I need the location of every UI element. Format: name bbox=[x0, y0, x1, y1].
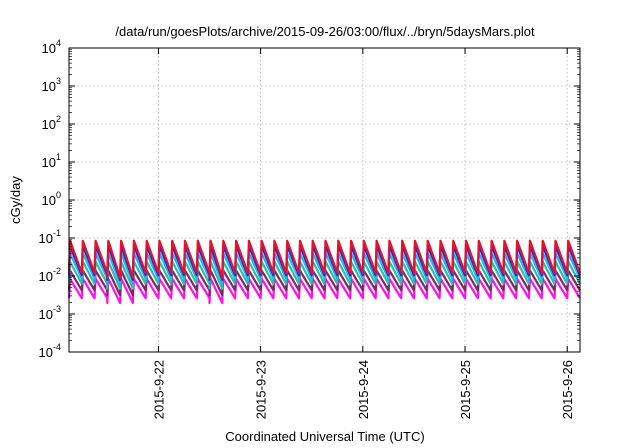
x-tick-label: 2015-9-22 bbox=[151, 360, 166, 419]
y-tick-label: 100 bbox=[42, 190, 61, 208]
y-tick-label-exp: 2 bbox=[56, 114, 61, 124]
series-line bbox=[67, 252, 581, 285]
y-tick-label: 103 bbox=[42, 76, 61, 94]
series-line bbox=[67, 260, 581, 290]
y-tick-label: 10-4 bbox=[39, 342, 61, 360]
chart-title: /data/run/goesPlots/archive/2015-09-26/0… bbox=[115, 24, 535, 39]
series-line bbox=[67, 277, 581, 305]
y-tick-label-exp: 0 bbox=[56, 190, 61, 200]
y-tick-label: 10-3 bbox=[39, 304, 61, 322]
x-tick-label: 2015-9-23 bbox=[254, 360, 269, 419]
x-tick-label: 2015-9-24 bbox=[356, 360, 371, 419]
y-tick-label-exp: -1 bbox=[53, 228, 61, 238]
y-tick-label: 10-1 bbox=[39, 228, 61, 246]
y-tick-label: 102 bbox=[42, 114, 61, 132]
y-tick-label-exp: 1 bbox=[56, 152, 61, 162]
y-tick-label-base: 10 bbox=[42, 41, 56, 56]
y-tick-label-base: 10 bbox=[39, 231, 53, 246]
y-tick-label-base: 10 bbox=[42, 79, 56, 94]
y-tick-label-base: 10 bbox=[39, 307, 53, 322]
y-tick-label-exp: 4 bbox=[56, 38, 61, 48]
y-tick-label: 101 bbox=[42, 152, 61, 170]
y-tick-label-exp: 3 bbox=[56, 76, 61, 86]
y-tick-label-base: 10 bbox=[42, 193, 56, 208]
x-tick-label: 2015-9-25 bbox=[458, 360, 473, 419]
series-lines bbox=[67, 239, 582, 305]
y-tick-label: 104 bbox=[42, 38, 61, 56]
x-axis: 2015-9-22 2015-9-23 2015-9-24 2015-9-25 2015… bbox=[151, 48, 575, 419]
y-tick-label-base: 10 bbox=[42, 155, 56, 170]
y-tick-label-exp: -4 bbox=[53, 342, 61, 352]
grid bbox=[69, 48, 580, 352]
y-tick-label-base: 10 bbox=[39, 345, 53, 360]
y-tick-label: 10-2 bbox=[39, 266, 61, 284]
y-tick-label-base: 10 bbox=[39, 269, 53, 284]
y-tick-label-exp: -3 bbox=[53, 304, 61, 314]
y-tick-label-exp: -2 bbox=[53, 266, 61, 276]
x-tick-label: 2015-9-26 bbox=[560, 360, 575, 419]
series-line bbox=[67, 269, 581, 297]
y-tick-label-base: 10 bbox=[42, 117, 56, 132]
x-axis-label: Coordinated Universal Time (UTC) bbox=[225, 429, 424, 444]
series-line bbox=[67, 239, 582, 279]
y-axis-label: cGy/day bbox=[8, 176, 23, 224]
